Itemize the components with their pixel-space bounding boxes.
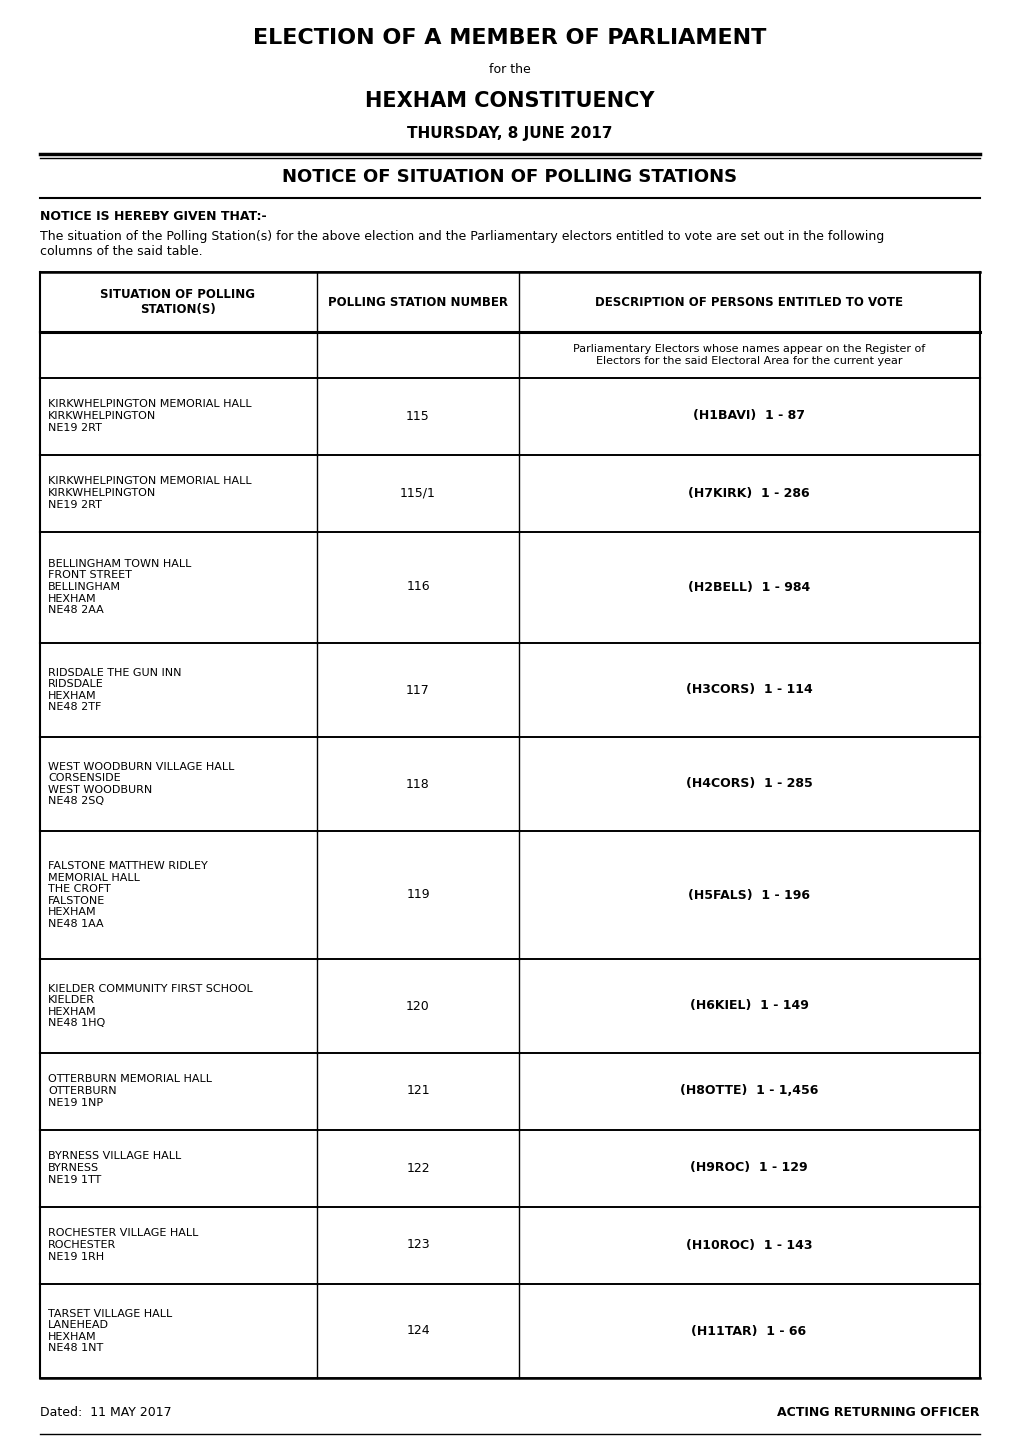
Text: WEST WOODBURN VILLAGE HALL
CORSENSIDE
WEST WOODBURN
NE48 2SQ: WEST WOODBURN VILLAGE HALL CORSENSIDE WE… (48, 762, 234, 807)
Text: KIRKWHELPINGTON MEMORIAL HALL
KIRKWHELPINGTON
NE19 2RT: KIRKWHELPINGTON MEMORIAL HALL KIRKWHELPI… (48, 477, 252, 510)
Text: (H2BELL)  1 - 984: (H2BELL) 1 - 984 (687, 581, 809, 594)
Text: 118: 118 (406, 778, 429, 791)
Text: SITUATION OF POLLING
STATION(S): SITUATION OF POLLING STATION(S) (101, 288, 255, 316)
Text: BYRNESS VILLAGE HALL
BYRNESS
NE19 1TT: BYRNESS VILLAGE HALL BYRNESS NE19 1TT (48, 1151, 181, 1185)
Text: POLLING STATION NUMBER: POLLING STATION NUMBER (328, 295, 507, 308)
Text: 115: 115 (406, 409, 429, 422)
Text: 115/1: 115/1 (399, 487, 435, 500)
Text: (H1BAVI)  1 - 87: (H1BAVI) 1 - 87 (692, 409, 804, 422)
Text: (H8OTTE)  1 - 1,456: (H8OTTE) 1 - 1,456 (679, 1085, 817, 1098)
Text: THURSDAY, 8 JUNE 2017: THURSDAY, 8 JUNE 2017 (407, 125, 612, 141)
Text: 122: 122 (406, 1161, 429, 1174)
Text: 119: 119 (406, 889, 429, 902)
Text: BELLINGHAM TOWN HALL
FRONT STREET
BELLINGHAM
HEXHAM
NE48 2AA: BELLINGHAM TOWN HALL FRONT STREET BELLIN… (48, 559, 192, 615)
Text: 120: 120 (406, 1000, 429, 1013)
Text: TARSET VILLAGE HALL
LANEHEAD
HEXHAM
NE48 1NT: TARSET VILLAGE HALL LANEHEAD HEXHAM NE48… (48, 1308, 172, 1353)
Text: KIRKWHELPINGTON MEMORIAL HALL
KIRKWHELPINGTON
NE19 2RT: KIRKWHELPINGTON MEMORIAL HALL KIRKWHELPI… (48, 399, 252, 432)
Text: (H3CORS)  1 - 114: (H3CORS) 1 - 114 (685, 683, 811, 696)
Text: (H5FALS)  1 - 196: (H5FALS) 1 - 196 (688, 889, 809, 902)
Text: 123: 123 (406, 1238, 429, 1251)
Text: (H4CORS)  1 - 285: (H4CORS) 1 - 285 (685, 778, 811, 791)
Text: (H11TAR)  1 - 66: (H11TAR) 1 - 66 (691, 1324, 806, 1337)
Text: OTTERBURN MEMORIAL HALL
OTTERBURN
NE19 1NP: OTTERBURN MEMORIAL HALL OTTERBURN NE19 1… (48, 1075, 212, 1108)
Text: DESCRIPTION OF PERSONS ENTITLED TO VOTE: DESCRIPTION OF PERSONS ENTITLED TO VOTE (594, 295, 902, 308)
Text: 124: 124 (406, 1324, 429, 1337)
Text: NOTICE IS HEREBY GIVEN THAT:-: NOTICE IS HEREBY GIVEN THAT:- (40, 210, 266, 223)
Text: (H10ROC)  1 - 143: (H10ROC) 1 - 143 (685, 1238, 811, 1251)
Text: RIDSDALE THE GUN INN
RIDSDALE
HEXHAM
NE48 2TF: RIDSDALE THE GUN INN RIDSDALE HEXHAM NE4… (48, 667, 181, 712)
Text: The situation of the Polling Station(s) for the above election and the Parliamen: The situation of the Polling Station(s) … (40, 231, 883, 258)
Text: ELECTION OF A MEMBER OF PARLIAMENT: ELECTION OF A MEMBER OF PARLIAMENT (253, 27, 766, 48)
Text: 116: 116 (406, 581, 429, 594)
Text: HEXHAM CONSTITUENCY: HEXHAM CONSTITUENCY (365, 91, 654, 111)
Text: ACTING RETURNING OFFICER: ACTING RETURNING OFFICER (776, 1406, 979, 1419)
Text: KIELDER COMMUNITY FIRST SCHOOL
KIELDER
HEXHAM
NE48 1HQ: KIELDER COMMUNITY FIRST SCHOOL KIELDER H… (48, 984, 253, 1029)
Text: Dated:  11 MAY 2017: Dated: 11 MAY 2017 (40, 1406, 171, 1419)
Text: NOTICE OF SITUATION OF POLLING STATIONS: NOTICE OF SITUATION OF POLLING STATIONS (282, 169, 737, 186)
Text: (H7KIRK)  1 - 286: (H7KIRK) 1 - 286 (688, 487, 809, 500)
Text: (H9ROC)  1 - 129: (H9ROC) 1 - 129 (690, 1161, 807, 1174)
Text: (H6KIEL)  1 - 149: (H6KIEL) 1 - 149 (689, 1000, 808, 1013)
Text: for the: for the (489, 63, 530, 76)
Text: FALSTONE MATTHEW RIDLEY
MEMORIAL HALL
THE CROFT
FALSTONE
HEXHAM
NE48 1AA: FALSTONE MATTHEW RIDLEY MEMORIAL HALL TH… (48, 862, 208, 929)
Text: 121: 121 (406, 1085, 429, 1098)
Text: 117: 117 (406, 683, 429, 696)
Text: Parliamentary Electors whose names appear on the Register of
Electors for the sa: Parliamentary Electors whose names appea… (573, 344, 924, 366)
Text: ROCHESTER VILLAGE HALL
ROCHESTER
NE19 1RH: ROCHESTER VILLAGE HALL ROCHESTER NE19 1R… (48, 1228, 198, 1262)
